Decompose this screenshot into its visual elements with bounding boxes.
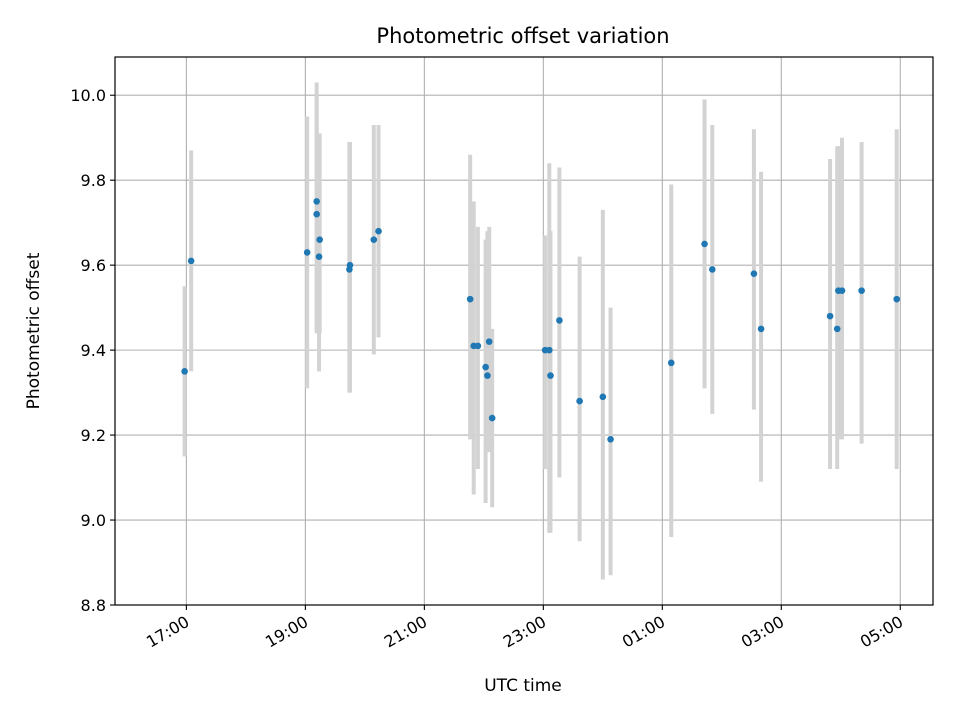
data-point bbox=[187, 257, 195, 265]
data-point bbox=[757, 325, 765, 333]
data-point bbox=[838, 287, 846, 294]
data-point bbox=[485, 338, 493, 345]
data-point bbox=[667, 359, 675, 367]
data-point bbox=[607, 436, 614, 443]
y-tick-label: 8.8 bbox=[81, 596, 106, 615]
data-point bbox=[315, 253, 323, 260]
y-tick-label: 9.4 bbox=[81, 341, 106, 360]
x-axis-label: UTC time bbox=[484, 676, 562, 696]
data-point bbox=[313, 210, 320, 218]
y-tick-label: 9.8 bbox=[81, 171, 106, 190]
chart-title: Photometric offset variation bbox=[376, 24, 669, 48]
data-point bbox=[488, 414, 496, 422]
y-tick-label: 9.0 bbox=[81, 511, 106, 530]
y-tick-label: 9.6 bbox=[81, 256, 106, 275]
data-point bbox=[576, 397, 583, 405]
data-point bbox=[701, 240, 708, 248]
y-tick-label: 10.0 bbox=[70, 86, 106, 105]
data-point bbox=[833, 325, 841, 333]
data-point bbox=[826, 312, 834, 320]
data-point bbox=[750, 270, 758, 277]
y-axis-label: Photometric offset bbox=[24, 252, 44, 409]
data-point bbox=[313, 198, 320, 205]
data-point bbox=[375, 227, 382, 235]
data-point bbox=[474, 342, 482, 350]
y-tick-label: 9.2 bbox=[81, 426, 106, 445]
data-point bbox=[547, 372, 554, 379]
data-point bbox=[466, 295, 474, 303]
data-point bbox=[484, 372, 491, 379]
data-point bbox=[370, 236, 378, 243]
data-point bbox=[316, 236, 323, 243]
data-point bbox=[482, 363, 489, 371]
data-point bbox=[708, 266, 716, 273]
axes-frame bbox=[114, 56, 934, 606]
data-point bbox=[556, 317, 563, 324]
data-point bbox=[181, 368, 188, 375]
data-point bbox=[545, 346, 553, 354]
data-point bbox=[858, 287, 865, 294]
data-points bbox=[181, 198, 901, 443]
data-point bbox=[346, 261, 354, 269]
data-point bbox=[303, 249, 311, 256]
data-point bbox=[893, 295, 901, 303]
plot-area bbox=[115, 57, 933, 605]
data-point bbox=[599, 393, 607, 401]
y-axis: 8.8 9.0 9.2 9.4 9.6 9.8 10.0 bbox=[70, 86, 115, 615]
